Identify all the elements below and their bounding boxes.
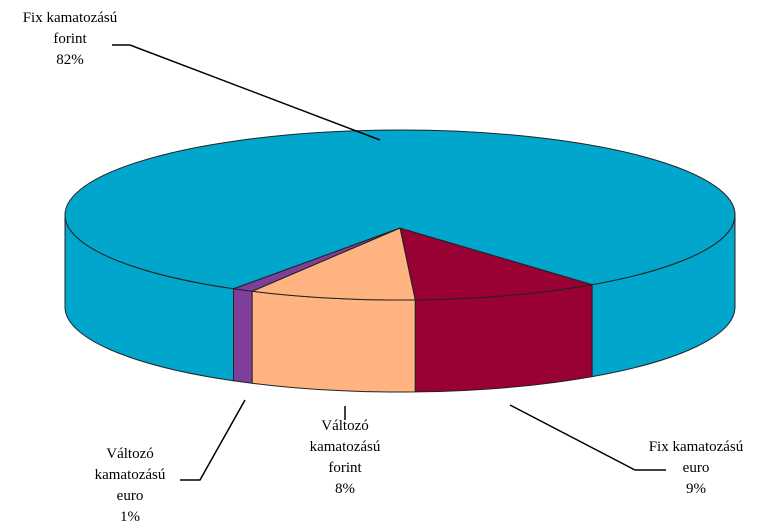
- category-label: Változó kamatozású forint: [309, 418, 381, 476]
- leader-line: [509, 404, 666, 471]
- category-label: Fix kamatozású forint: [22, 10, 118, 47]
- value-label: 1%: [120, 509, 140, 525]
- pie-slice: [64, 129, 736, 290]
- value-label: 9%: [686, 481, 706, 497]
- leader-line: [112, 44, 381, 141]
- value-label: 8%: [335, 481, 355, 497]
- slice-label: Változó kamatozású euro 1%: [82, 444, 178, 528]
- pie-side: [414, 284, 593, 393]
- pie-side: [251, 290, 416, 393]
- pie-side: [233, 288, 253, 384]
- leader-line: [180, 399, 246, 481]
- slice-label: Változó kamatozású forint 8%: [297, 416, 393, 500]
- pie-slice: [250, 227, 416, 301]
- category-label: Változó kamatozású euro: [94, 446, 166, 504]
- pie-slice: [399, 227, 593, 301]
- category-label: Fix kamatozású euro: [648, 439, 744, 476]
- slice-label: Fix kamatozású forint 82%: [22, 8, 118, 71]
- slice-label: Fix kamatozású euro 9%: [648, 437, 744, 500]
- value-label: 82%: [56, 52, 84, 68]
